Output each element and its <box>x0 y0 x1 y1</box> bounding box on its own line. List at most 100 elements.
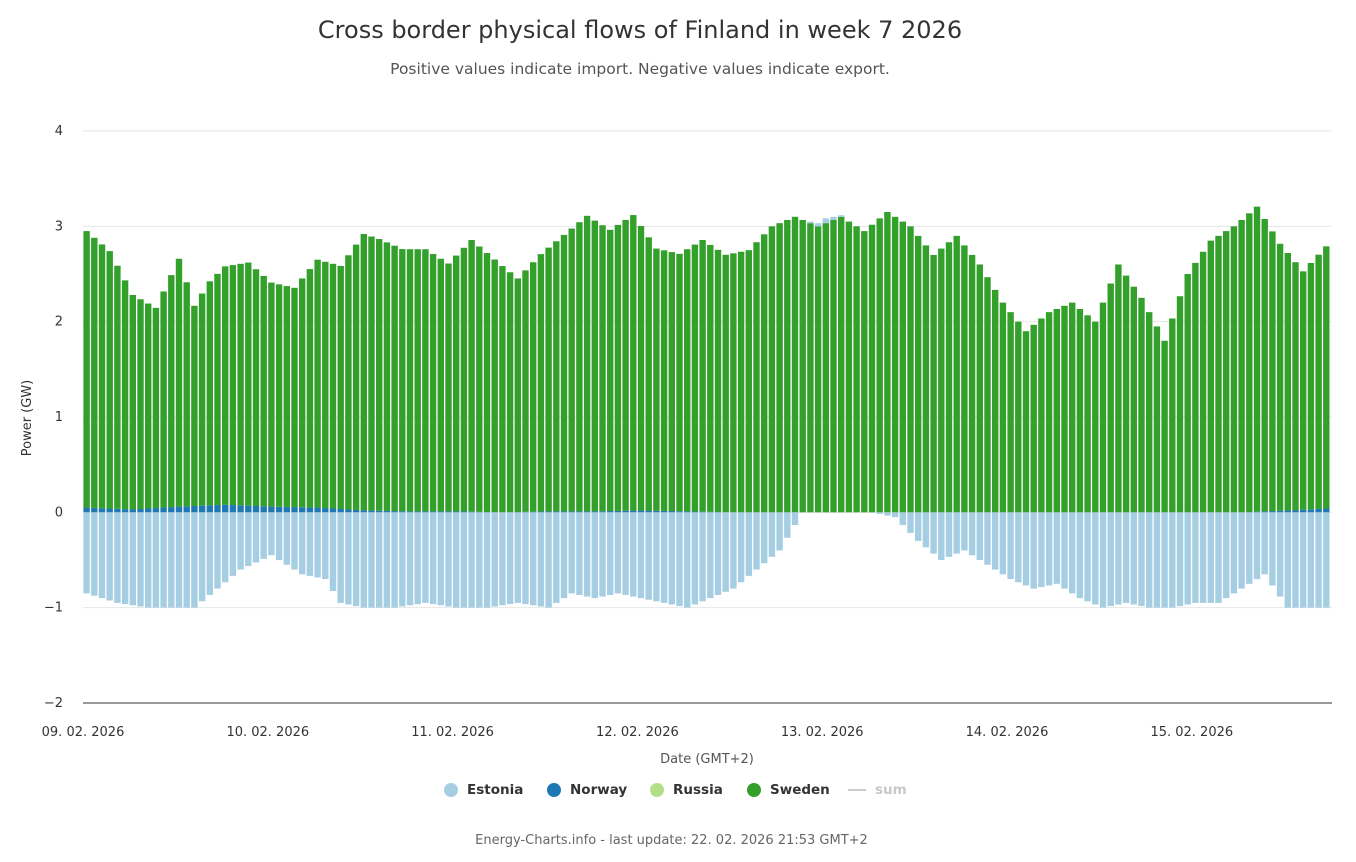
bar-estonia <box>591 512 598 599</box>
bar-norway <box>222 504 229 513</box>
bar-estonia <box>1146 512 1153 608</box>
bar-estonia <box>352 512 360 607</box>
bar-sweden <box>1207 240 1214 513</box>
bar-norway <box>137 508 144 513</box>
bar-sweden <box>645 237 652 511</box>
bar-estonia <box>445 512 452 607</box>
bar-estonia <box>784 512 791 538</box>
bar-sweden <box>183 282 190 507</box>
bar-estonia <box>1053 512 1060 584</box>
bar-sweden <box>191 305 198 506</box>
bar-estonia <box>160 512 167 608</box>
bar-sweden <box>1223 231 1230 513</box>
bar-norway <box>1253 511 1261 513</box>
bar-estonia <box>83 512 90 594</box>
bar-estonia <box>1300 512 1307 608</box>
bar-sweden <box>1053 308 1060 513</box>
bar-norway <box>576 511 583 513</box>
bar-estonia <box>1269 512 1276 586</box>
bar-sweden <box>429 253 437 512</box>
legend-sum-swatch <box>848 789 866 791</box>
bar-sweden <box>1122 275 1130 513</box>
legend-item-norway[interactable]: Norway <box>547 782 627 798</box>
bar-sweden <box>114 265 121 509</box>
bar-estonia <box>468 512 475 608</box>
bar-estonia <box>268 512 275 556</box>
bar-sweden <box>1099 302 1107 513</box>
bar-sweden <box>376 239 383 511</box>
bar-sweden <box>322 261 329 509</box>
bar-norway <box>260 506 267 513</box>
bar-sweden <box>1169 318 1176 513</box>
bar-sweden <box>160 291 167 508</box>
bar-norway <box>1276 510 1284 513</box>
bar-norway <box>291 507 298 513</box>
legend-item-estonia[interactable]: Estonia <box>444 782 523 798</box>
bar-sweden <box>992 289 999 513</box>
bar-estonia <box>668 512 675 605</box>
bar-estonia <box>252 512 260 563</box>
bar-estonia <box>699 512 706 602</box>
bar-norway <box>160 507 167 513</box>
bar-norway <box>537 511 545 513</box>
bar-estonia <box>453 512 460 608</box>
bar-estonia <box>483 512 491 608</box>
bar-sweden <box>168 275 175 508</box>
bar-series <box>83 206 1330 608</box>
bar-estonia <box>568 512 575 594</box>
y-tick-label: 3 <box>55 219 63 234</box>
x-tick-label: 09. 02. 2026 <box>42 725 125 740</box>
bar-sweden <box>537 254 545 512</box>
bar-estonia <box>922 512 930 548</box>
bar-estonia <box>183 512 190 608</box>
bar-estonia <box>360 512 367 608</box>
bar-estonia <box>530 512 537 606</box>
bar-norway <box>429 511 437 513</box>
bar-sweden <box>268 282 275 507</box>
bar-estonia <box>622 512 629 595</box>
bar-sweden <box>229 265 237 506</box>
bar-sweden <box>530 262 537 512</box>
bar-norway <box>376 510 383 513</box>
bar-sweden <box>414 249 421 512</box>
bar-norway <box>560 511 568 513</box>
bar-sweden <box>822 223 829 513</box>
bar-estonia <box>345 512 352 605</box>
bar-sweden <box>476 246 483 512</box>
bar-sweden <box>129 294 136 510</box>
bar-norway <box>1292 510 1299 513</box>
bar-estonia <box>1092 512 1099 605</box>
bar-sweden <box>838 216 845 513</box>
bar-norway <box>660 510 668 513</box>
bar-estonia <box>791 512 799 526</box>
bar-estonia <box>992 512 999 570</box>
bar-estonia <box>1099 512 1107 608</box>
bar-estonia <box>899 512 906 526</box>
bar-norway <box>252 505 260 513</box>
bar-norway <box>83 507 90 513</box>
bar-sweden <box>730 253 737 513</box>
bar-sweden <box>399 249 406 512</box>
bar-estonia <box>368 512 375 608</box>
bar-sweden <box>799 219 806 513</box>
bar-estonia <box>1061 512 1068 589</box>
bar-sweden <box>591 220 598 512</box>
bar-estonia <box>98 512 106 599</box>
bar-estonia <box>514 512 521 603</box>
bar-estonia <box>976 512 983 560</box>
bar-estonia <box>1138 512 1145 607</box>
bar-estonia <box>1238 512 1245 589</box>
legend-item-sweden[interactable]: Sweden <box>747 782 830 798</box>
bar-norway <box>406 511 414 513</box>
bar-sweden <box>460 247 468 512</box>
bar-estonia <box>376 512 383 608</box>
footer-source: Energy-Charts.info - last update: 22. 02… <box>475 833 868 848</box>
bar-norway <box>591 511 598 513</box>
legend-item-sum[interactable]: sum <box>848 782 907 798</box>
bar-estonia <box>714 512 722 595</box>
bar-sweden <box>614 224 622 511</box>
bar-sweden <box>684 249 691 512</box>
bar-norway <box>129 509 136 513</box>
bar-sweden <box>1246 213 1253 513</box>
legend-item-russia[interactable]: Russia <box>650 782 723 798</box>
